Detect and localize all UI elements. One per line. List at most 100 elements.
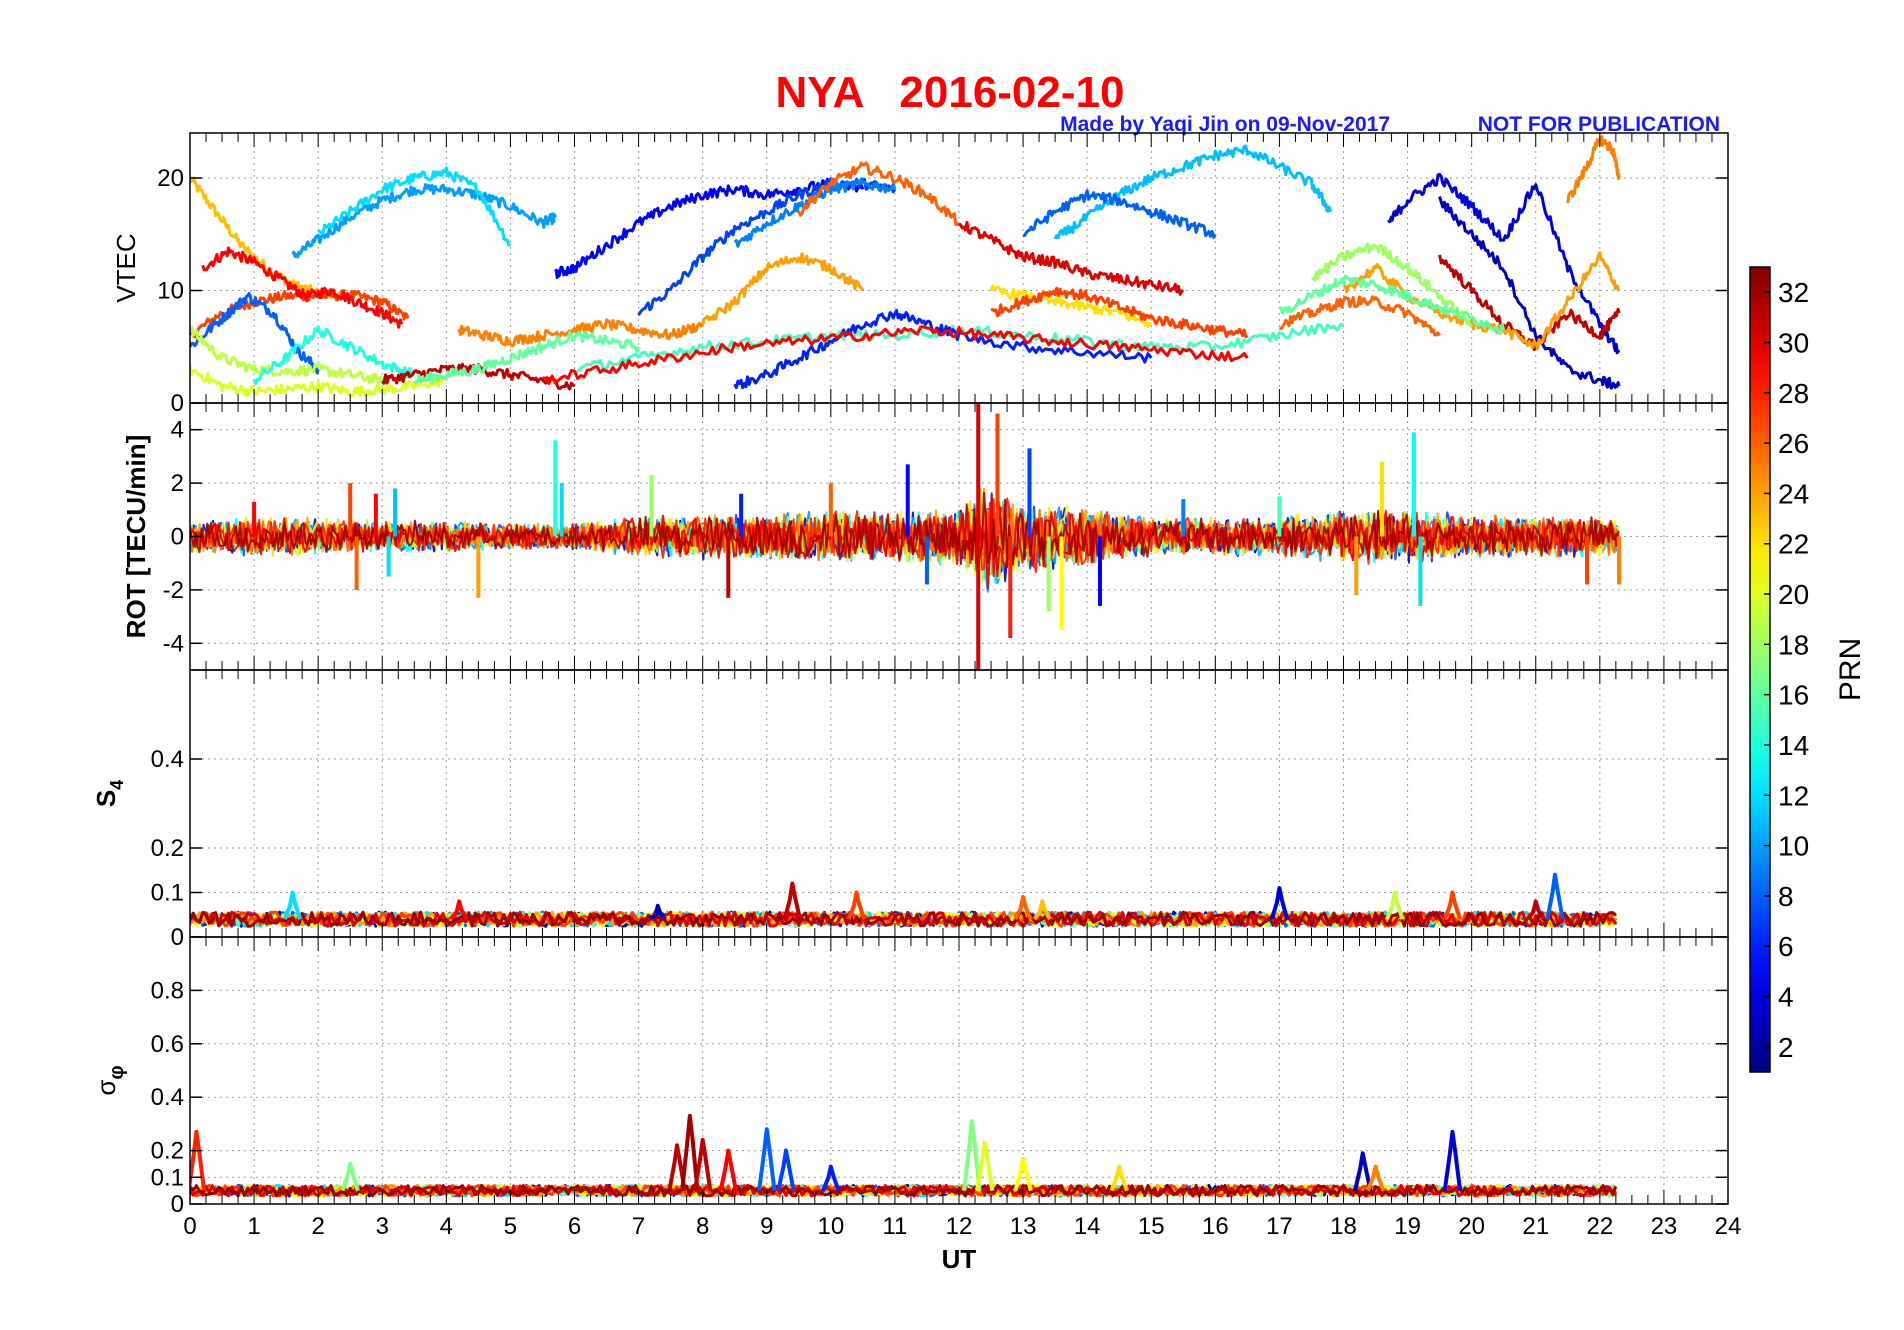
s4-series-prn-32 <box>190 910 1617 928</box>
y-tick-label: 0.6 <box>151 1031 184 1058</box>
colorbar-tick-label: 30 <box>1778 327 1809 358</box>
y-tick-label: 0.4 <box>151 1084 184 1111</box>
x-ticks-s4 <box>189 670 1729 937</box>
y-tick-label: 0.4 <box>151 746 184 773</box>
x-tick-label: 12 <box>946 1213 973 1240</box>
s4-peak <box>846 890 867 920</box>
sigma_phi-peak <box>1353 1151 1373 1192</box>
x-tick-label: 18 <box>1330 1213 1357 1240</box>
y-tick-label: 0.1 <box>151 880 184 907</box>
vtec-series-prn-29 <box>201 246 403 329</box>
vtec-series-prn-12 <box>317 166 511 247</box>
x-tick-label: 20 <box>1458 1213 1485 1240</box>
vtec-series-prn-9 <box>733 177 897 248</box>
x-tick-label: 3 <box>376 1213 389 1240</box>
x-tick-label: 8 <box>696 1213 709 1240</box>
x-tick-label: 9 <box>760 1213 773 1240</box>
vtec-series-prn-16 <box>413 330 641 385</box>
sigma_phi-peak <box>693 1137 713 1191</box>
sigma_phi-series-prn-30 <box>190 1183 1617 1198</box>
panel-s4: 0 0.1 0.2 0.4 S4 <box>91 669 1729 951</box>
colorbar-tick-label: 14 <box>1778 730 1809 761</box>
x-tick-label: 13 <box>1010 1213 1037 1240</box>
vtec-series-prn-14 <box>252 325 415 386</box>
colorbar-tick-label: 6 <box>1778 931 1794 962</box>
vtec-series-prn-8 <box>190 292 320 375</box>
sigma_phi-peak <box>1442 1129 1463 1191</box>
colorbar-tick-label: 2 <box>1778 1032 1794 1063</box>
colorbar-label: PRN <box>1834 638 1867 701</box>
y-tick-label: 0 <box>171 924 184 951</box>
credit-author: Made by Yaqi Jin on 09-Nov-2017 <box>1060 113 1390 136</box>
panel-vtec: 0 10 20 VTEC <box>111 132 1729 417</box>
x-tick-label: 19 <box>1394 1213 1421 1240</box>
x-ticks-sigma_phi <box>189 937 1729 1204</box>
y-axis-label: S4 <box>91 780 127 807</box>
x-tick-label: 11 <box>882 1213 907 1240</box>
sigma_phi-peak <box>757 1127 777 1191</box>
vtec-series-prn-22 <box>989 284 1153 328</box>
sigma_phi-peak <box>680 1113 700 1191</box>
sigma_phi-peak <box>776 1148 796 1192</box>
colorbar-tick-label: 18 <box>1778 629 1809 660</box>
sigma_phi-peak <box>1013 1156 1033 1192</box>
vtec-series-prn-24 <box>701 252 865 325</box>
x-tick-label: 15 <box>1138 1213 1165 1240</box>
s4-peak <box>1545 872 1565 920</box>
s4-peak <box>449 899 469 921</box>
grid-vtec <box>190 133 1728 403</box>
sigma_phi-peak <box>667 1143 687 1192</box>
x-ticks-rot <box>189 403 1729 670</box>
x-tick-label: 4 <box>440 1213 453 1240</box>
s4-peak <box>1385 890 1405 920</box>
y-tick-label: 0 <box>171 390 184 417</box>
sigma_phi-peak <box>718 1148 738 1192</box>
colorbar-tick-label: 22 <box>1778 529 1809 560</box>
vtec-series-prn-18 <box>1311 242 1473 328</box>
y-tick-label: 0 <box>171 524 184 551</box>
vtec-series-prn-19 <box>190 325 384 386</box>
vtec-series-prn-25 <box>457 318 704 348</box>
s4-peak <box>1526 899 1546 921</box>
colorbar-ramp <box>1749 266 1771 1073</box>
x-tick-label: 16 <box>1202 1213 1229 1240</box>
x-tick-label: 21 <box>1522 1213 1549 1240</box>
sigma_phi-series-prn-32 <box>190 1183 1618 1198</box>
colorbar-tick-label: 12 <box>1778 780 1809 811</box>
x-tick-label: 7 <box>632 1213 645 1240</box>
x-tick-label: 6 <box>568 1213 581 1240</box>
grid-s4 <box>190 670 1728 937</box>
series-group-sigma_phi <box>190 1113 1618 1198</box>
panel-rot: -4 -2 0 2 4 ROT [TECU/min] <box>121 402 1729 671</box>
vtec-series-prn-26 <box>1279 295 1441 337</box>
vtec-series-prn-26 <box>797 161 961 227</box>
s4-peak <box>1013 894 1033 921</box>
y-axis-label: VTEC <box>111 233 141 302</box>
chart-title: NYA 2016-02-10 <box>776 68 1125 117</box>
y-tick-label: 4 <box>171 417 184 444</box>
vtec-series-prn-3 <box>1438 196 1621 390</box>
sigma_phi-peak <box>190 1129 207 1191</box>
x-tick-label: 14 <box>1074 1213 1101 1240</box>
vtec-series-prn-6 <box>733 308 1153 390</box>
y-tick-label: 0 <box>171 1191 184 1218</box>
x-tick-label: 1 <box>247 1213 260 1240</box>
x-tick-label: 22 <box>1586 1213 1613 1240</box>
x-ticks-vtec <box>189 133 1729 403</box>
y-tick-label: 20 <box>157 165 184 192</box>
x-tick-label: 24 <box>1715 1213 1742 1240</box>
vtec-series-prn-16 <box>1279 274 1506 335</box>
y-tick-label: -2 <box>163 577 184 604</box>
sigma_phi-peak <box>821 1164 841 1192</box>
x-tick-label: 2 <box>311 1213 324 1240</box>
x-tick-label: 23 <box>1651 1213 1678 1240</box>
colorbar-tick-label: 26 <box>1778 428 1809 459</box>
sigma_phi-peak <box>1109 1164 1129 1192</box>
x-tick-label: 5 <box>504 1213 517 1240</box>
y-tick-label: 2 <box>171 470 184 497</box>
y-tick-label: 0.2 <box>151 1138 184 1165</box>
series-group-rot <box>190 403 1622 670</box>
